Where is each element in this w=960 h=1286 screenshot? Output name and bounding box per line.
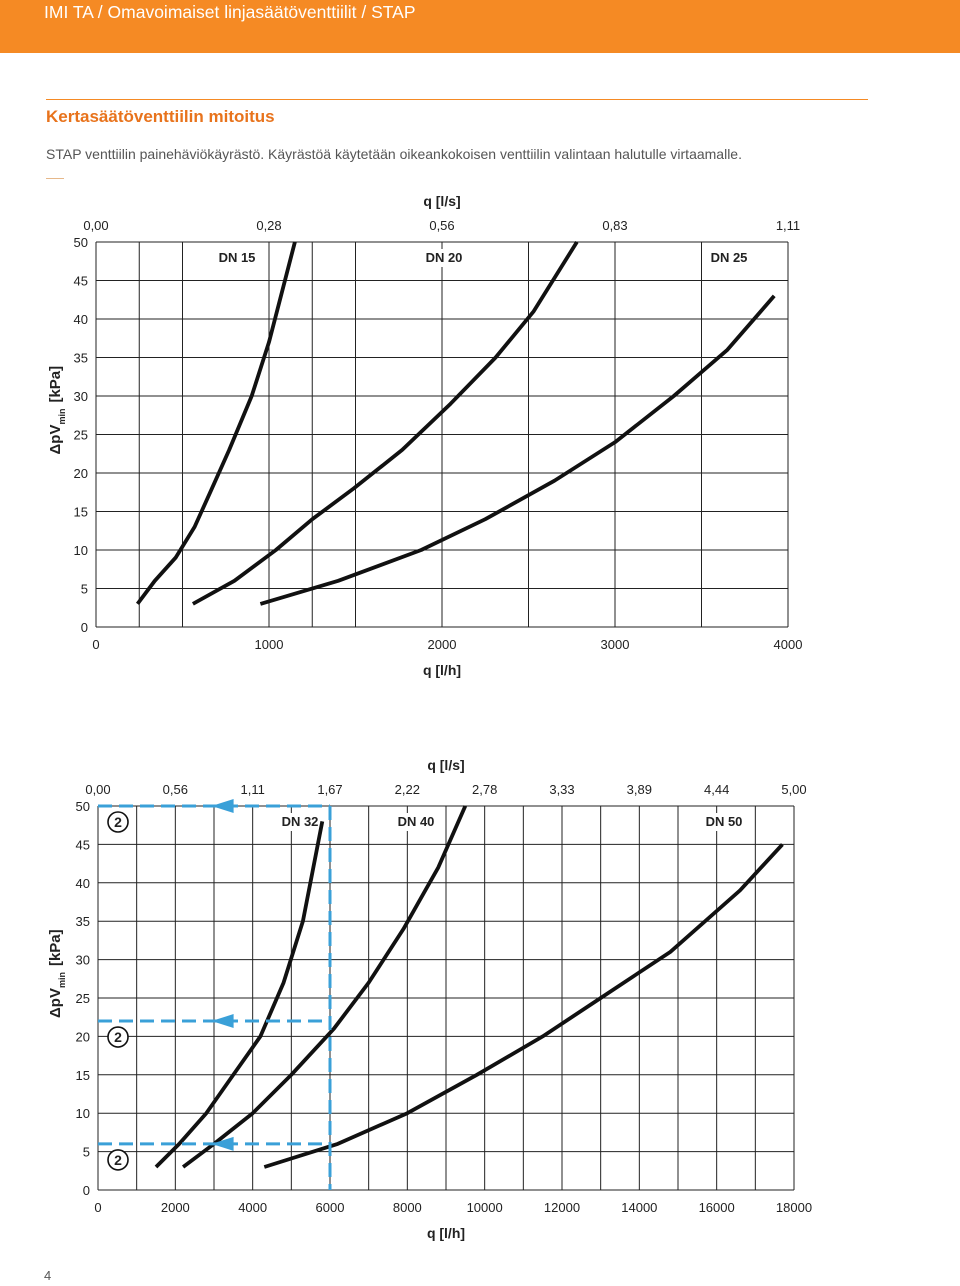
y-tick-label: 50: [76, 799, 90, 814]
annotation-label: 2: [114, 814, 122, 830]
y-tick-label: 0: [81, 620, 88, 635]
top-x-tick-label: 4,44: [704, 782, 729, 797]
y-tick-label: 25: [74, 428, 88, 443]
series-label-bg: [421, 249, 467, 267]
y-tick-label: 30: [74, 389, 88, 404]
x-tick-label: 8000: [393, 1200, 422, 1215]
top-x-tick-label: 3,33: [549, 782, 574, 797]
y-tick-label: 15: [74, 505, 88, 520]
top-x-tick-label: 0,83: [602, 218, 627, 233]
series-label-bg: [706, 249, 752, 267]
y-axis-title: ΔpVmin[kPa]: [47, 929, 67, 1018]
x-tick-label: 2000: [428, 637, 457, 652]
top-bar: IMI TA / Omavoimaiset linjasäätöventtiil…: [0, 0, 960, 53]
decorative-mark: [46, 178, 64, 179]
series-label: DN 32: [282, 814, 319, 829]
x-tick-label: 0: [94, 1200, 101, 1215]
y-tick-label: 35: [74, 351, 88, 366]
x-tick-label: 0: [92, 637, 99, 652]
series-label-bg: [701, 813, 747, 831]
y-tick-label: 0: [83, 1183, 90, 1198]
page-number: 4: [44, 1268, 52, 1283]
series-line-dn-32: [154, 821, 325, 1169]
annotation-circle: [107, 811, 129, 833]
series-line-dn-25: [259, 294, 776, 606]
top-x-tick-label: 2,22: [395, 782, 420, 797]
top-x-tick-label: 1,11: [240, 782, 264, 797]
y-tick-label: 45: [76, 837, 90, 852]
x-tick-label: 6000: [316, 1200, 345, 1215]
y-tick-label: 40: [76, 876, 90, 891]
y-tick-label: 40: [74, 312, 88, 327]
top-x-tick-label: 5,00: [781, 782, 806, 797]
top-axis-title: q [l/s]: [423, 193, 460, 209]
top-x-tick-label: 2,78: [472, 782, 497, 797]
series-label-bg: [214, 249, 260, 267]
top-axis-title: q [l/s]: [427, 757, 464, 773]
y-tick-label: 15: [76, 1068, 90, 1083]
x-tick-label: 2000: [161, 1200, 190, 1215]
top-x-tick-label: 0,56: [163, 782, 188, 797]
y-tick-label: 50: [74, 235, 88, 250]
chart-stap-dn32-50: 0 5 10 15 20 25 30 35 40 45 50 0 2000 4000 6000 8000 100…: [47, 757, 812, 1241]
x-axis-title: q [l/h]: [423, 662, 461, 678]
series-line-dn-40: [181, 805, 468, 1169]
y-tick-label: 30: [76, 953, 90, 968]
series-label-bg: [393, 813, 439, 831]
y-tick-label: 10: [74, 543, 88, 558]
x-tick-label: 12000: [544, 1200, 580, 1215]
y-tick-label: 45: [74, 274, 88, 289]
section-description: STAP venttiilin painehäviökäyrästö. Käyr…: [46, 146, 742, 162]
top-x-tick-label: 0,56: [429, 218, 454, 233]
series-label: DN 25: [711, 250, 748, 265]
x-tick-label: 4000: [238, 1200, 267, 1215]
y-axis-title: ΔpVmin[kPa]: [47, 366, 67, 455]
series-label: DN 40: [398, 814, 435, 829]
breadcrumb: IMI TA / Omavoimaiset linjasäätöventtiil…: [44, 2, 416, 22]
top-x-tick-label: 1,11: [776, 218, 800, 233]
y-tick-label: 20: [74, 466, 88, 481]
top-x-tick-label: 0,00: [85, 782, 110, 797]
y-tick-label: 20: [76, 1029, 90, 1044]
annotation-circle: [107, 1149, 129, 1171]
x-tick-label: 4000: [774, 637, 803, 652]
section-title: Kertasäätöventtiilin mitoitus: [46, 107, 275, 126]
top-x-tick-label: 0,00: [83, 218, 108, 233]
series-line-dn-15: [135, 241, 297, 606]
annotation-label: 2: [114, 1029, 122, 1045]
x-tick-label: 10000: [467, 1200, 503, 1215]
chart-stap-dn15-25: 0 5 10 15 20 25 30 35 40 45 50 0 1000 2000 3000 4000 0,0…: [47, 193, 803, 678]
x-tick-label: 14000: [621, 1200, 657, 1215]
x-tick-label: 16000: [699, 1200, 735, 1215]
y-tick-label: 35: [76, 914, 90, 929]
annotation-arrow: [211, 799, 234, 813]
y-tick-label: 25: [76, 991, 90, 1006]
title-rule: [46, 99, 868, 100]
series-label-bg: [277, 813, 323, 831]
annotation-arrow: [211, 1014, 234, 1029]
top-x-tick-label: 3,89: [627, 782, 652, 797]
series-label: DN 20: [426, 250, 463, 265]
top-x-tick-label: 0,28: [256, 218, 281, 233]
series-label: DN 50: [706, 814, 743, 829]
x-tick-label: 18000: [776, 1200, 812, 1215]
series-line-dn-20: [191, 240, 579, 606]
annotation-circle: [107, 1026, 129, 1048]
x-tick-label: 1000: [255, 637, 284, 652]
series-label: DN 15: [219, 250, 256, 265]
y-tick-label: 5: [81, 582, 88, 597]
top-x-tick-label: 1,67: [317, 782, 342, 797]
annotation-label: 2: [114, 1152, 122, 1168]
y-tick-label: 5: [83, 1145, 90, 1160]
series-line-dn-50: [263, 843, 784, 1169]
x-axis-title: q [l/h]: [427, 1225, 465, 1241]
y-tick-label: 10: [76, 1106, 90, 1121]
annotation-arrow: [211, 1136, 234, 1151]
x-tick-label: 3000: [601, 637, 630, 652]
